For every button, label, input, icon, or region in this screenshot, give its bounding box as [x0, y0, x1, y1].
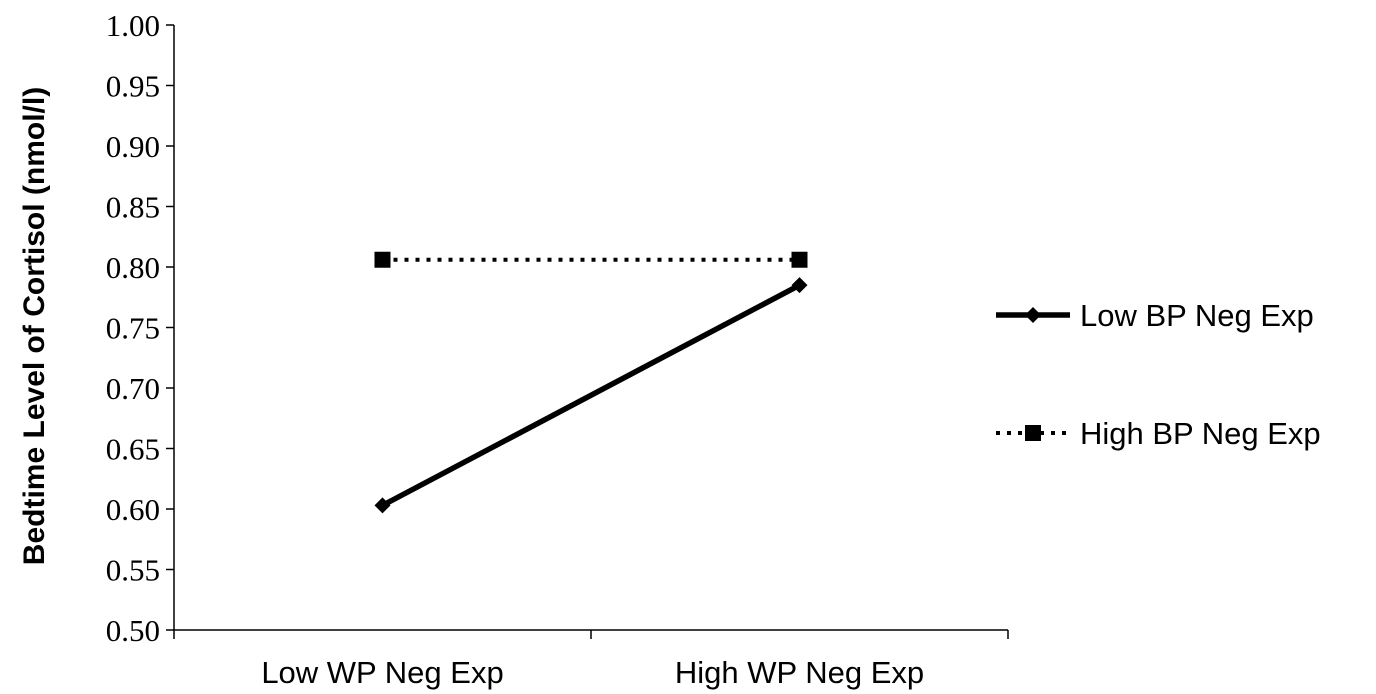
y-tick-label: 1.00: [106, 8, 160, 43]
x-axis-ticks: Low WP Neg Exp High WP Neg Exp: [173, 630, 1009, 690]
y-tick-label: 0.50: [106, 613, 160, 648]
legend: Low BP Neg Exp High BP Neg Exp: [996, 298, 1321, 451]
y-tick-label: 0.55: [106, 553, 160, 588]
y-axis-ticks: 0.50 0.55 0.60 0.65 0.70 0.75 0.80 0.85 0.90 0.95…: [106, 8, 174, 648]
legend-marker: [1025, 425, 1041, 441]
y-tick-label: 0.65: [106, 432, 160, 467]
y-axis-title: Bedtime Level of Cortisol (nmol/l): [18, 87, 51, 565]
legend-marker: [1025, 307, 1041, 323]
y-tick-label: 0.85: [106, 190, 160, 225]
y-tick-label: 0.95: [106, 69, 160, 104]
series-0: [374, 277, 808, 514]
axes: [173, 25, 1008, 631]
legend-item: High BP Neg Exp: [996, 416, 1321, 451]
y-tick-label: 0.80: [106, 250, 160, 285]
data-point: [791, 277, 808, 294]
x-category-label: Low WP Neg Exp: [261, 655, 503, 690]
x-category-label: High WP Neg Exp: [675, 655, 924, 690]
y-tick-label: 0.75: [106, 311, 160, 346]
y-tick-label: 0.90: [106, 129, 160, 164]
y-tick-label: 0.70: [106, 371, 160, 406]
series-1: [374, 251, 808, 268]
series-layer: [374, 251, 808, 514]
legend-item: Low BP Neg Exp: [996, 298, 1314, 333]
data-point: [374, 251, 391, 268]
legend-label: High BP Neg Exp: [1080, 416, 1321, 451]
legend-label: Low BP Neg Exp: [1080, 298, 1314, 333]
data-point: [374, 497, 391, 514]
y-tick-label: 0.60: [106, 492, 160, 527]
series-line: [381, 282, 801, 508]
data-point: [791, 251, 808, 268]
